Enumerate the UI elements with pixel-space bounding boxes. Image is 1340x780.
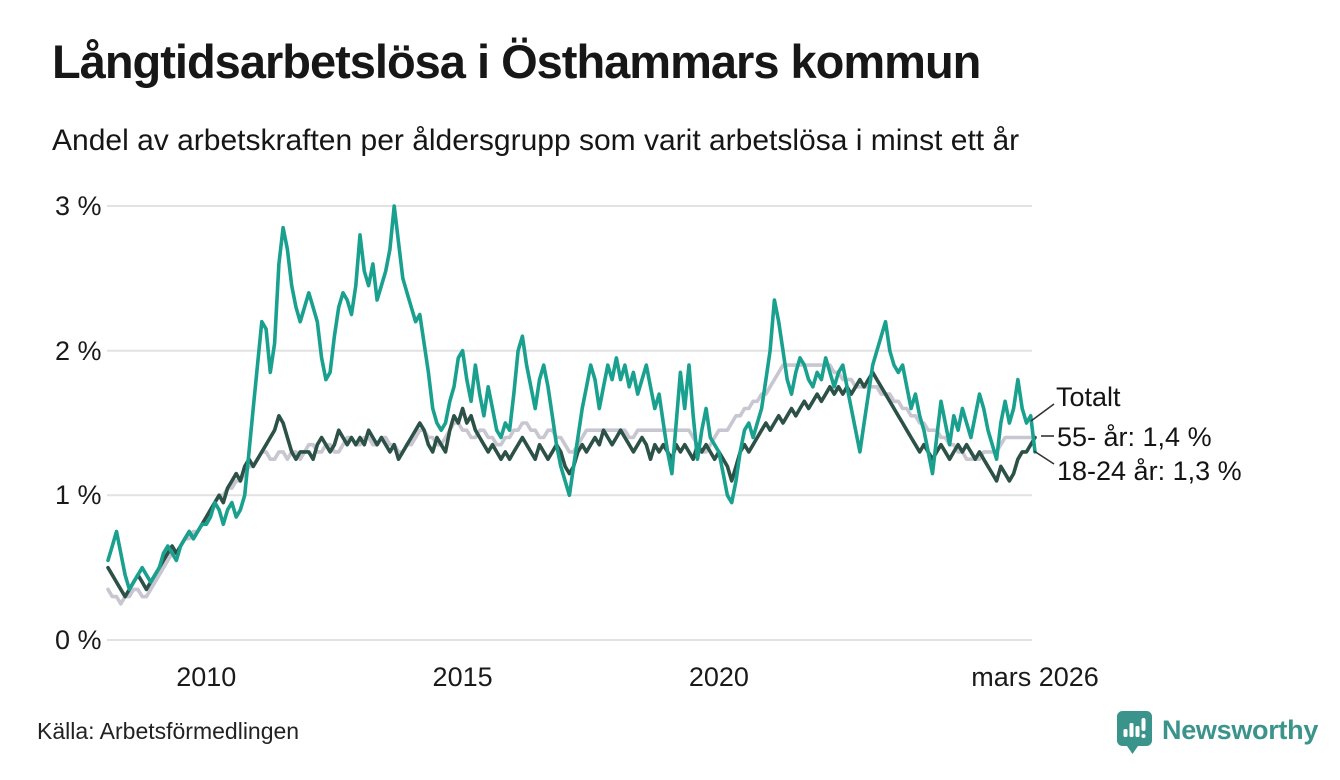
newsworthy-wordmark: Newsworthy bbox=[1162, 714, 1319, 745]
x-axis-tick-label: 2010 bbox=[176, 662, 237, 692]
label-leader-line bbox=[1033, 450, 1055, 465]
newsworthy-logo: Newsworthy bbox=[1116, 710, 1318, 756]
x-axis-tick-label: 2020 bbox=[688, 662, 749, 692]
y-axis-tick-label: 1 % bbox=[55, 480, 102, 511]
chart-title: Långtidsarbetslösa i Östhammars kommun bbox=[52, 35, 981, 88]
source-note: Källa: Arbetsförmedlingen bbox=[37, 718, 300, 744]
chart-subtitle: Andel av arbetskraften per åldersgrupp s… bbox=[52, 124, 1020, 157]
newsworthy-bubble-chart-icon bbox=[1116, 710, 1153, 756]
y-axis-tick-label: 0 % bbox=[55, 625, 102, 655]
series-label-18-24-ar: 18-24 år: 1,3 % bbox=[1057, 456, 1242, 486]
y-axis-tick-label: 2 % bbox=[55, 335, 102, 366]
series-label-55-ar: 55- år: 1,4 % bbox=[1057, 422, 1212, 452]
series-label-totalt: Totalt bbox=[1056, 382, 1121, 412]
label-leader-line bbox=[1030, 403, 1055, 422]
y-axis-tick-label: 3 % bbox=[55, 190, 102, 221]
x-axis-tick-label: 2015 bbox=[432, 662, 493, 692]
series-line-18-24 år bbox=[106, 204, 1037, 592]
x-axis-tick-label: mars 2026 bbox=[971, 662, 1099, 692]
